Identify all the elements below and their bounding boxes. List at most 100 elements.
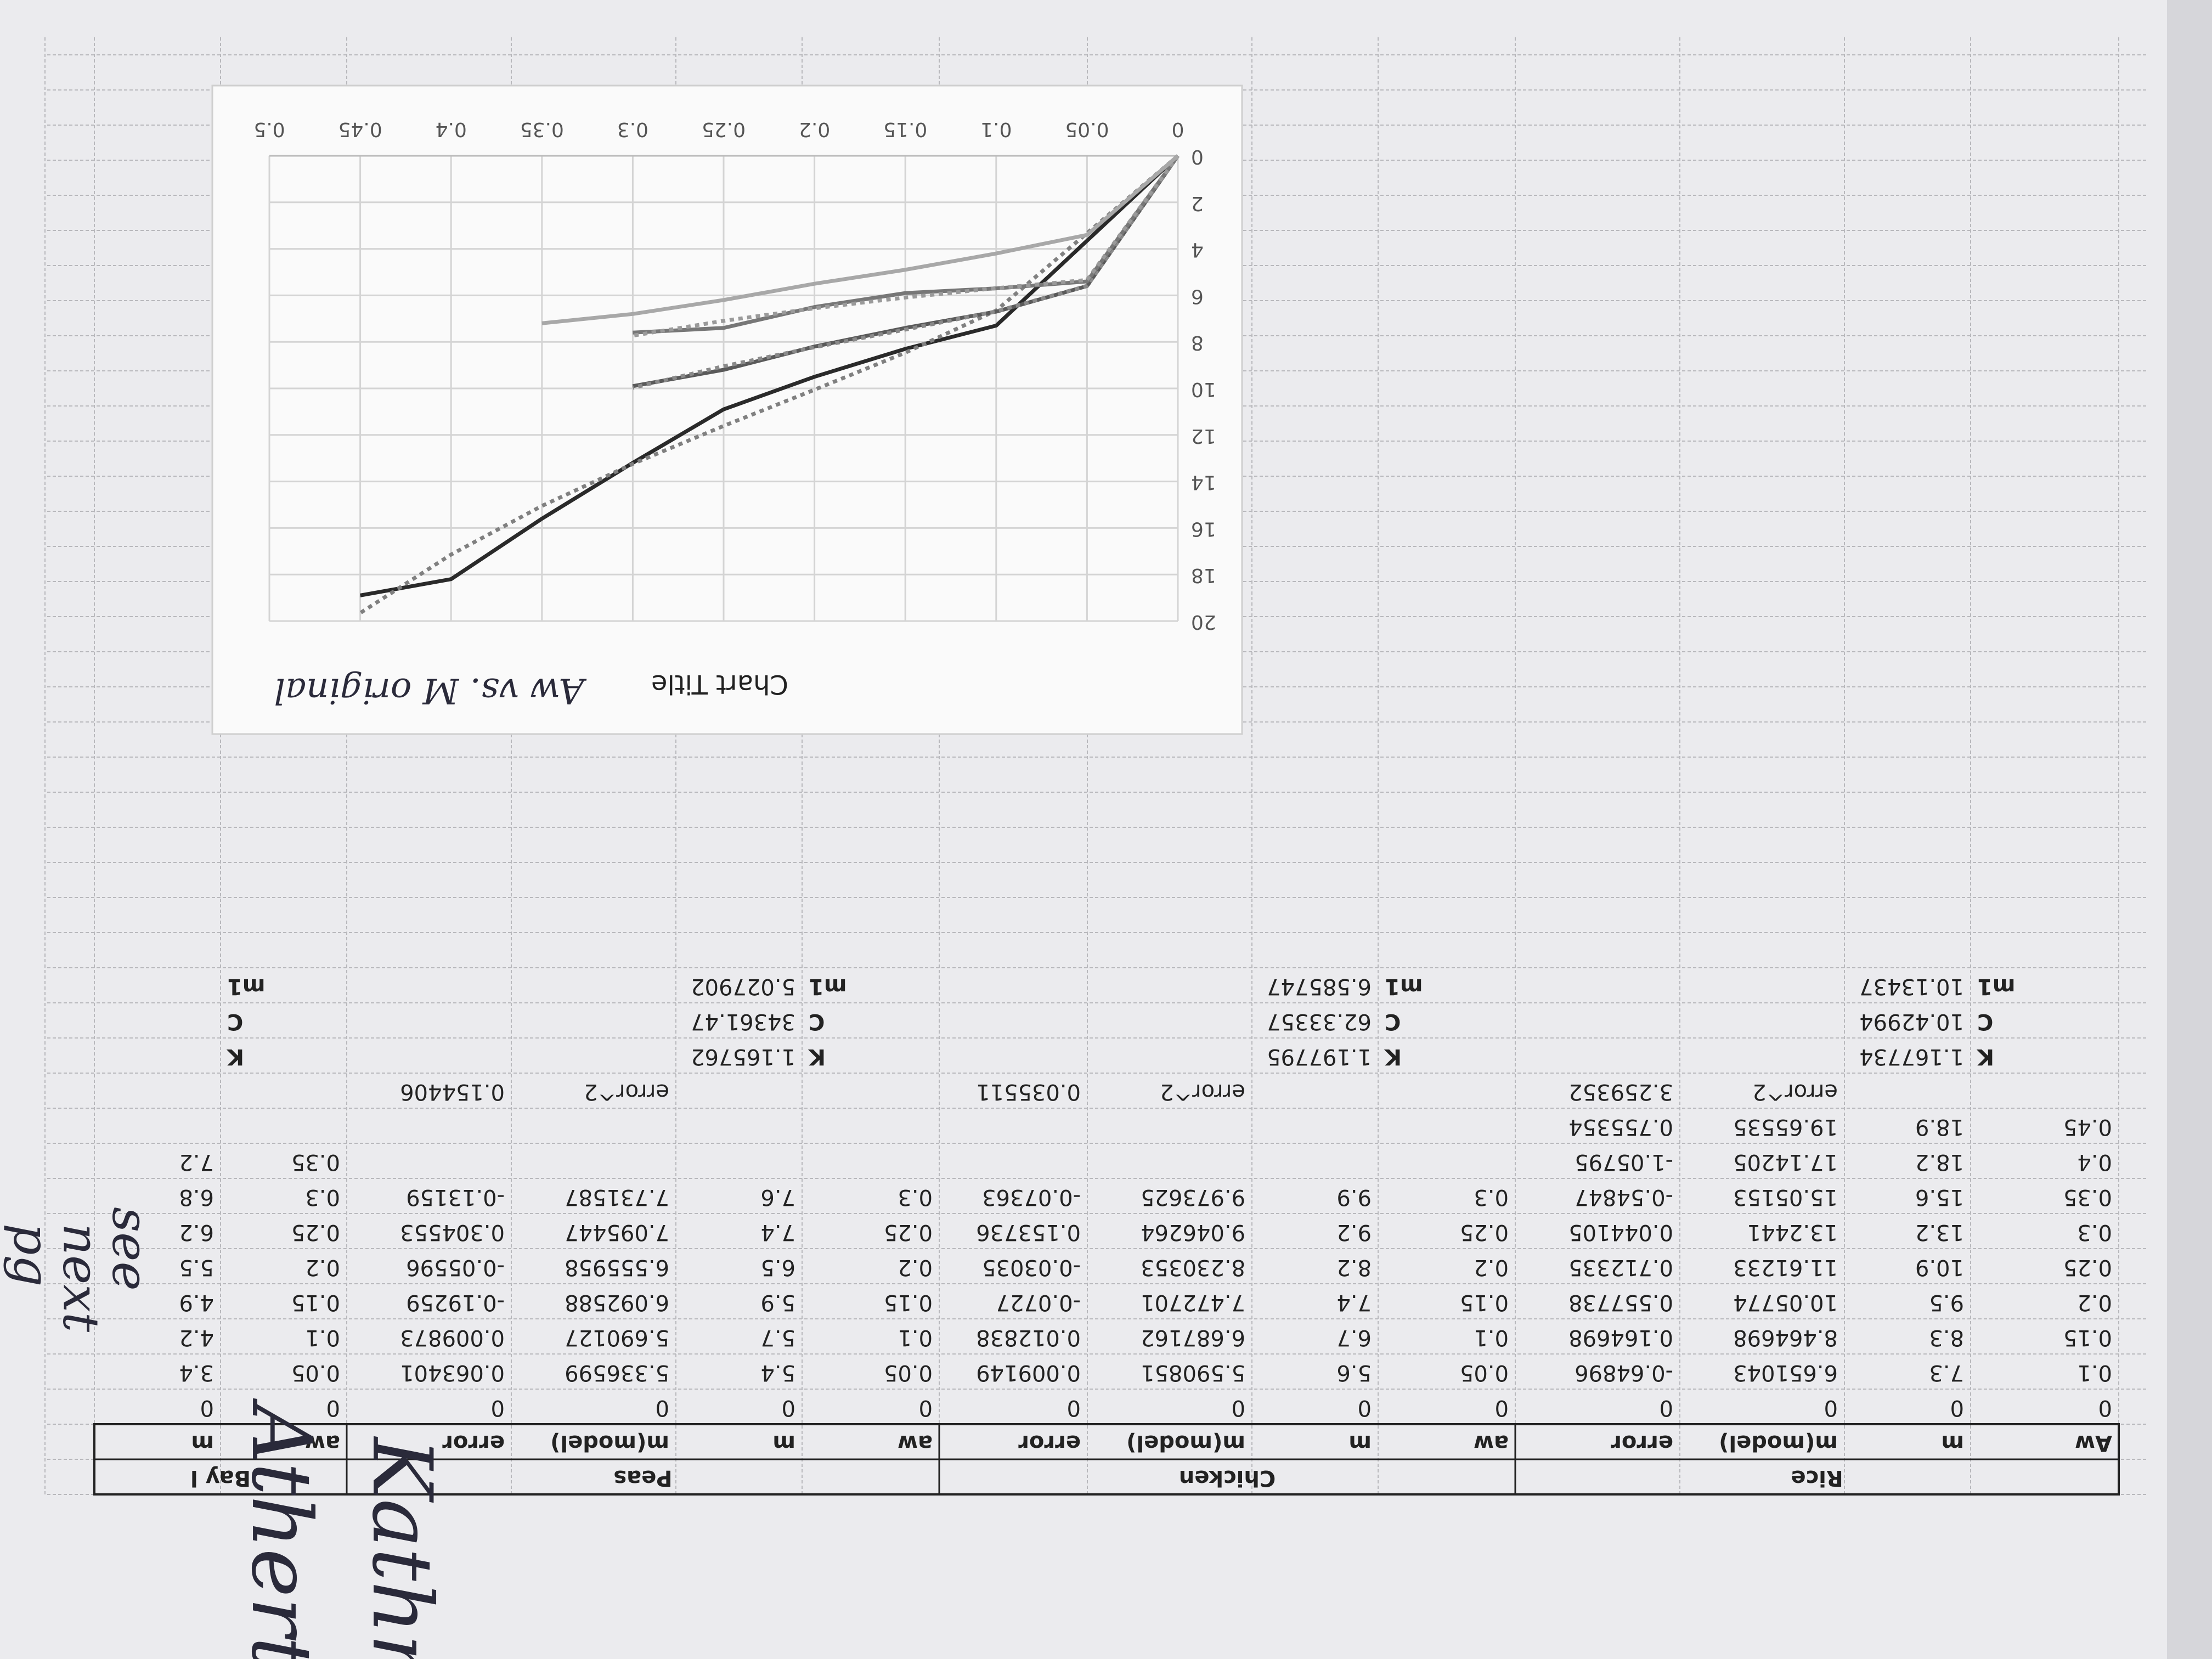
cell-value: -0.54847 <box>1575 1184 1673 1210</box>
cell-value: 6.555958 <box>565 1255 669 1280</box>
cell-value: 0.2 <box>1474 1255 1509 1280</box>
parameter-value: 1.197795 <box>1267 1044 1372 1069</box>
cell-value: 0.15 <box>2063 1325 2112 1350</box>
parameter-label: K <box>1976 1044 1994 1069</box>
cell-value: 6.092588 <box>565 1290 669 1315</box>
parameter-label: m1 <box>1385 974 1423 999</box>
parameter-value: 10.13437 <box>1859 974 1964 999</box>
cell-value: 7.2 <box>179 1149 214 1175</box>
cell-value: 17.14205 <box>1733 1149 1838 1175</box>
cell-value: 0.25 <box>1460 1220 1509 1245</box>
series-line <box>359 154 1180 615</box>
cell-value: 5.9 <box>760 1290 795 1315</box>
group-header: Chicken <box>1179 1465 1276 1491</box>
parameter-value: 5.027902 <box>691 974 795 999</box>
cell-value: 0.557738 <box>1568 1290 1673 1315</box>
cell-value: 0.3 <box>305 1184 340 1210</box>
series-line <box>633 154 1180 335</box>
cell-value: 0 <box>1232 1395 1245 1420</box>
sheet: Rice Aw m m(model) error 0 0.1 0.15 0.2 0.25 0.3 0.… <box>44 35 2146 1496</box>
parameter-label: m1 <box>809 974 847 999</box>
cell-value: 0.3 <box>898 1184 933 1210</box>
cell-value: 0.15 <box>291 1290 340 1315</box>
y-tick-label: 2 <box>1191 192 1204 215</box>
cell-value: -0.03035 <box>982 1255 1081 1280</box>
cell-value: 0 <box>1660 1395 1673 1420</box>
cell-value: 0.755354 <box>1568 1114 1673 1139</box>
cell-value: -0.19259 <box>406 1290 505 1315</box>
parameter-value: 34361.47 <box>691 1009 795 1034</box>
y-tick-label: 8 <box>1191 331 1204 354</box>
cell-value: 0.05 <box>1460 1360 1509 1385</box>
column-header: error <box>1018 1430 1081 1455</box>
cell-value: 3.4 <box>179 1360 214 1385</box>
cell-value: 5.690127 <box>565 1325 669 1350</box>
handwritten-name: Kathryn <box>354 1436 449 1659</box>
y-tick-label: 4 <box>1191 239 1204 261</box>
cell-value: 0.35 <box>2063 1184 2112 1210</box>
cell-value: 7.6 <box>760 1184 795 1210</box>
parameter-value: 10.42994 <box>1859 1009 1964 1034</box>
cell-value: 10.05774 <box>1733 1290 1838 1315</box>
cell-value: 0.45 <box>2063 1114 2112 1139</box>
cell-value: 19.65535 <box>1733 1114 1838 1139</box>
cell-value: 0.2 <box>2077 1290 2112 1315</box>
cell-value: 0 <box>656 1395 669 1420</box>
x-tick-label: 0.35 <box>520 118 564 140</box>
cell-value: 6.687162 <box>1141 1325 1245 1350</box>
cell-value: 7.4 <box>1336 1290 1372 1315</box>
cell-value: -0.64896 <box>1575 1360 1673 1385</box>
column-header: m <box>772 1430 795 1455</box>
cell-value: 7.095447 <box>565 1220 669 1245</box>
column-header: Aw <box>2075 1430 2112 1455</box>
group-header: Rice <box>1791 1465 1843 1491</box>
cell-value: -1.05795 <box>1575 1149 1673 1175</box>
cell-value: 9.5 <box>1929 1290 1964 1315</box>
x-tick-label: 0.2 <box>799 118 830 140</box>
cell-value: -0.13159 <box>406 1184 505 1210</box>
cell-value: 6.8 <box>179 1184 214 1210</box>
y-tick-label: 18 <box>1191 564 1216 586</box>
column-header: m(model) <box>550 1430 669 1455</box>
parameter-value: 6.585747 <box>1267 974 1372 999</box>
group-header: Peas <box>613 1465 672 1491</box>
cell-value: 8.230353 <box>1141 1255 1245 1280</box>
summary-value: 0.154406 <box>400 1079 505 1104</box>
x-tick-label: 0 <box>1172 118 1184 140</box>
cell-value: 6.5 <box>760 1255 795 1280</box>
cell-value: 10.9 <box>1915 1255 1964 1280</box>
cell-value: 0.35 <box>291 1149 340 1175</box>
cell-value: 0.05 <box>884 1360 933 1385</box>
cell-value: 0.044105 <box>1568 1220 1673 1245</box>
series-line <box>632 154 1180 338</box>
column-header: m(model) <box>1126 1430 1245 1455</box>
cell-value: 0 <box>326 1395 340 1420</box>
cell-value: 18.9 <box>1915 1114 1964 1139</box>
parameter-label: C <box>809 1009 825 1034</box>
column-header: m <box>1348 1430 1372 1455</box>
cell-value: 0 <box>1950 1395 1964 1420</box>
y-tick-label: 16 <box>1191 517 1216 540</box>
cell-value: 5.336599 <box>565 1360 669 1385</box>
cell-value: 5.4 <box>760 1360 795 1385</box>
cell-value: 0.1 <box>2077 1360 2112 1385</box>
cell-value: 6.651043 <box>1733 1360 1838 1385</box>
parameter-value: 62.33357 <box>1267 1009 1372 1034</box>
x-tick-label: 0.3 <box>617 118 648 140</box>
x-tick-label: 0.05 <box>1065 118 1109 140</box>
cell-value: 15.05153 <box>1733 1184 1838 1210</box>
summary-value: 3.259352 <box>1568 1079 1673 1104</box>
summary-label: error^2 <box>1160 1079 1245 1104</box>
cell-value: 8.3 <box>1929 1325 1964 1350</box>
y-tick-label: 6 <box>1191 285 1204 307</box>
cell-value: 5.7 <box>760 1325 795 1350</box>
cell-value: 0.012838 <box>976 1325 1081 1350</box>
cell-value: -0.0727 <box>996 1290 1081 1315</box>
x-tick-label: 0.5 <box>253 118 285 140</box>
cell-value: 9.9 <box>1336 1184 1372 1210</box>
cell-value: 0.009149 <box>976 1360 1081 1385</box>
y-tick-label: 14 <box>1191 471 1216 494</box>
cell-value: 5.5 <box>179 1255 214 1280</box>
cell-value: 0 <box>1824 1395 1838 1420</box>
